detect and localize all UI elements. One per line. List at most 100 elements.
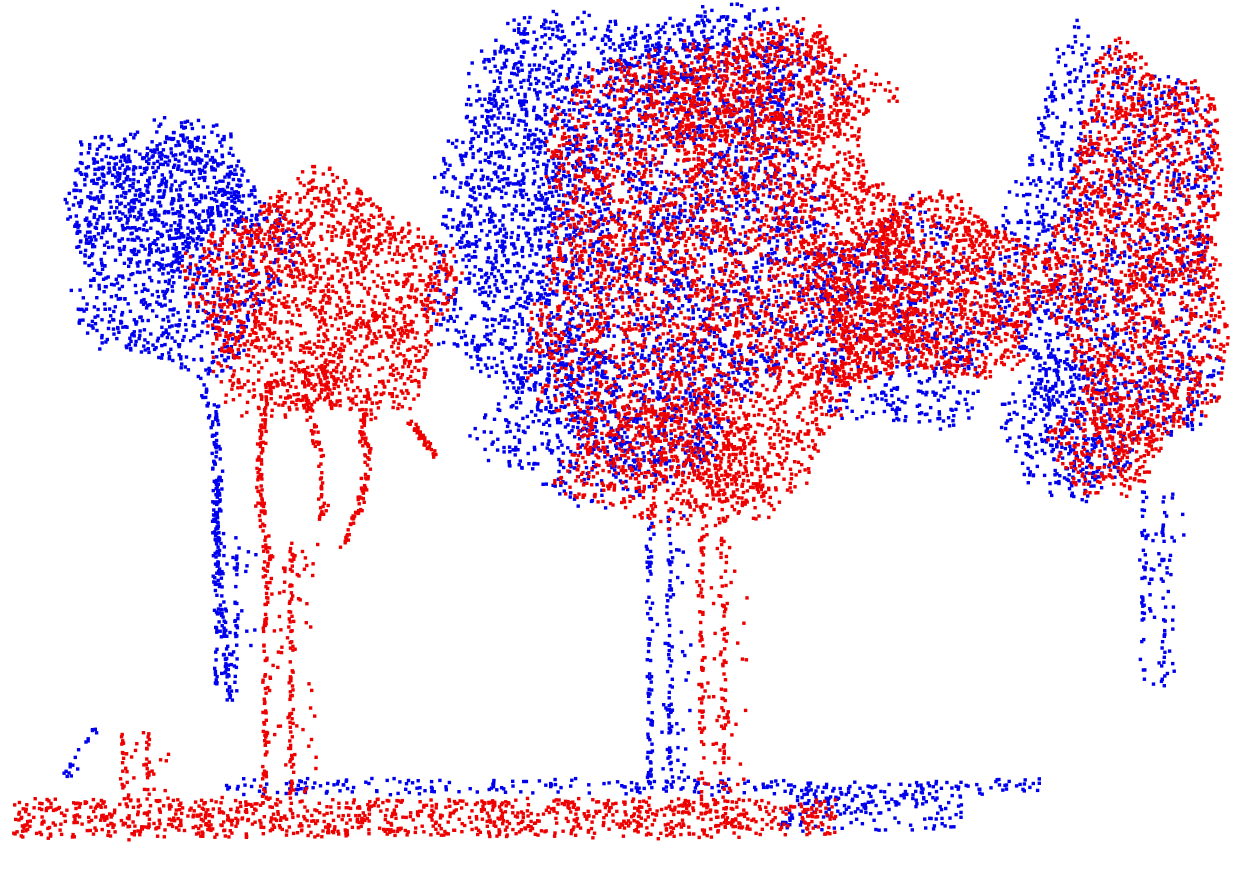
blue-point: [757, 169, 760, 172]
blue-point: [211, 351, 214, 354]
blue-point: [651, 390, 654, 393]
blue-point: [511, 381, 514, 384]
blue-point: [645, 318, 648, 321]
blue-point: [491, 318, 494, 321]
blue-point: [748, 169, 751, 172]
blue-point: [62, 772, 65, 775]
blue-point: [677, 231, 680, 234]
blue-point: [175, 188, 178, 191]
blue-point: [521, 317, 524, 320]
blue-point: [472, 335, 475, 338]
blue-point: [669, 257, 672, 260]
blue-point: [760, 201, 763, 204]
blue-point: [743, 276, 746, 279]
blue-point: [637, 236, 640, 239]
blue-point: [101, 174, 104, 177]
blue-point: [518, 99, 521, 102]
blue-point: [472, 120, 475, 123]
blue-point: [513, 114, 516, 117]
blue-point: [740, 4, 743, 7]
blue-point: [617, 111, 620, 114]
blue-point: [561, 398, 564, 401]
blue-point: [100, 236, 103, 239]
blue-point: [184, 295, 187, 298]
blue-point: [651, 222, 654, 225]
blue-point: [132, 182, 135, 185]
blue-point: [164, 182, 167, 185]
blue-point: [118, 144, 121, 147]
blue-point: [816, 221, 819, 224]
blue-point: [524, 371, 527, 374]
blue-point: [493, 275, 496, 278]
blue-point: [739, 277, 742, 280]
blue-point: [215, 200, 218, 203]
blue-point: [635, 391, 638, 394]
blue-point: [169, 224, 172, 227]
blue-point: [646, 39, 649, 42]
blue-point: [557, 194, 560, 197]
blue-point: [547, 303, 550, 306]
blue-point: [253, 628, 256, 631]
blue-point: [234, 209, 237, 212]
blue-point: [677, 307, 680, 310]
blue-point: [654, 474, 657, 477]
blue-point: [101, 167, 104, 170]
blue-point: [224, 192, 227, 195]
blue-point: [602, 105, 605, 108]
blue-point: [146, 179, 149, 182]
blue-point: [192, 239, 195, 242]
blue-point: [110, 295, 113, 298]
blue-point: [434, 271, 437, 274]
blue-point: [595, 381, 598, 384]
blue-point: [478, 187, 481, 190]
blue-point: [538, 281, 541, 284]
blue-point: [240, 609, 243, 612]
blue-point: [532, 151, 535, 154]
blue-point: [802, 366, 805, 369]
blue-point: [601, 230, 604, 233]
blue-point: [74, 196, 77, 199]
blue-point: [555, 241, 558, 244]
blue-point: [579, 236, 582, 239]
blue-point: [133, 215, 136, 218]
blue-point: [215, 551, 218, 554]
blue-point: [214, 538, 217, 541]
blue-point: [101, 341, 104, 344]
blue-point: [151, 195, 154, 198]
blue-point: [547, 372, 550, 375]
blue-point: [69, 765, 72, 768]
blue-point: [710, 30, 713, 33]
blue-point: [655, 315, 658, 318]
blue-point: [212, 489, 215, 492]
blue-point: [272, 280, 275, 283]
blue-point: [252, 185, 255, 188]
blue-point: [635, 441, 638, 444]
blue-point: [530, 369, 533, 372]
blue-point: [139, 166, 142, 169]
blue-point: [652, 234, 655, 237]
blue-point: [508, 270, 511, 273]
blue-point: [544, 151, 547, 154]
blue-point: [764, 167, 767, 170]
blue-point: [215, 532, 218, 535]
blue-point: [474, 169, 477, 172]
blue-point: [155, 144, 158, 147]
blue-point: [581, 21, 584, 24]
blue-point: [596, 47, 599, 50]
blue-point: [708, 283, 711, 286]
blue-point: [464, 277, 467, 280]
blue-point: [198, 225, 201, 228]
blue-point: [235, 657, 238, 660]
blue-point: [185, 245, 188, 248]
blue-point: [183, 286, 186, 289]
blue-point: [716, 42, 719, 45]
blue-point: [690, 33, 693, 36]
blue-point: [141, 290, 144, 293]
blue-point: [224, 629, 227, 632]
blue-point: [163, 343, 166, 346]
blue-point: [212, 513, 215, 516]
blue-point: [603, 208, 606, 211]
blue-point: [236, 562, 239, 565]
blue-point: [151, 150, 154, 153]
blue-point: [442, 341, 445, 344]
